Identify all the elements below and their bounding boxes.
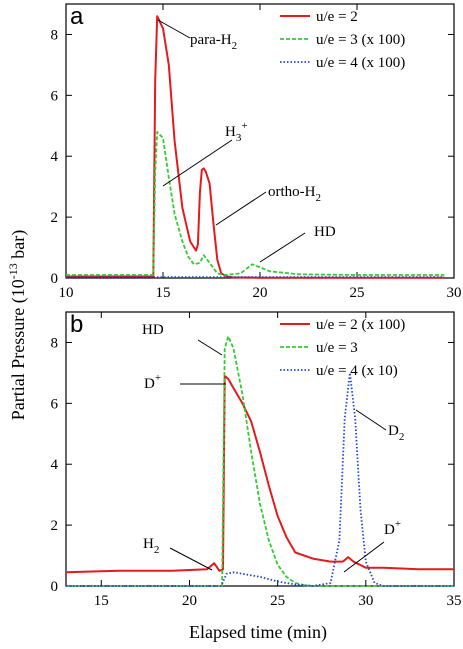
series-line bbox=[65, 374, 454, 574]
annotation-label: H3+ bbox=[225, 120, 248, 144]
y-tick-label: 2 bbox=[51, 210, 59, 226]
annotation-label: D+ bbox=[144, 372, 161, 392]
annotation-label: HD bbox=[314, 224, 336, 240]
legend-label: u/e = 2 (x 100) bbox=[316, 317, 405, 333]
annotation-label: HD bbox=[142, 322, 164, 338]
panel-b-chart: 15 20 25 30 35 0 2 4 6 8b u/e = 2 (x 100) u/e = 3 u/… bbox=[51, 311, 462, 609]
legend-label: u/e = 3 bbox=[316, 340, 358, 356]
x-tick-label: 30 bbox=[447, 285, 462, 301]
series-line bbox=[66, 131, 445, 276]
y-tick-label: 4 bbox=[51, 149, 59, 165]
series-line bbox=[66, 372, 454, 587]
x-tick-label: 20 bbox=[253, 285, 268, 301]
x-axis-label: Elapsed time (min) bbox=[189, 622, 327, 643]
panel-letter: b bbox=[70, 311, 83, 338]
annotation-leader bbox=[197, 339, 223, 356]
annotation-label: ortho-H2 bbox=[268, 184, 321, 204]
x-tick-label: 15 bbox=[94, 593, 109, 609]
x-tick-label: 25 bbox=[270, 593, 285, 609]
panel-a-chart: 10 15 20 25 30 0 2 4 6 8a u/e = 2 u/e = 3 (x 100) u/… bbox=[51, 3, 462, 301]
legend-label: u/e = 4 (x 10) bbox=[316, 363, 398, 379]
x-tick-label: 20 bbox=[182, 593, 197, 609]
y-tick-label: 6 bbox=[51, 88, 59, 104]
annotation-leader bbox=[162, 139, 233, 187]
x-tick-label: 10 bbox=[59, 285, 74, 301]
y-tick-label: 0 bbox=[51, 579, 59, 595]
annotation-label: D+ bbox=[384, 518, 401, 538]
annotation-leader bbox=[343, 541, 385, 573]
legend-label: u/e = 4 (x 100) bbox=[316, 55, 405, 71]
x-tick-label: 35 bbox=[447, 593, 462, 609]
annotation-label: H2 bbox=[143, 536, 159, 556]
x-tick-label: 15 bbox=[156, 285, 171, 301]
x-tick-label: 30 bbox=[358, 593, 373, 609]
annotation-leader bbox=[157, 19, 191, 39]
annotation-label: D2 bbox=[388, 423, 404, 443]
plot-frame bbox=[65, 311, 455, 587]
y-tick-label: 8 bbox=[51, 335, 59, 351]
y-tick-label: 8 bbox=[51, 27, 59, 43]
y-tick-label: 0 bbox=[51, 271, 59, 287]
y-axis-label: Partial Pressure (10-13 bar) bbox=[6, 230, 29, 420]
y-tick-label: 2 bbox=[51, 518, 59, 534]
x-tick-label: 25 bbox=[350, 285, 365, 301]
annotation-leader bbox=[259, 232, 306, 263]
annotation-leader bbox=[355, 409, 387, 431]
legend-label: u/e = 2 bbox=[316, 9, 358, 25]
annotation-leader bbox=[215, 191, 267, 226]
annotation-label: para-H2 bbox=[190, 32, 237, 52]
y-tick-label: 4 bbox=[51, 457, 59, 473]
y-tick-label: 6 bbox=[51, 396, 59, 412]
legend-label: u/e = 3 (x 100) bbox=[316, 32, 405, 48]
panel-letter: a bbox=[70, 3, 84, 30]
annotation-leader bbox=[169, 547, 213, 571]
